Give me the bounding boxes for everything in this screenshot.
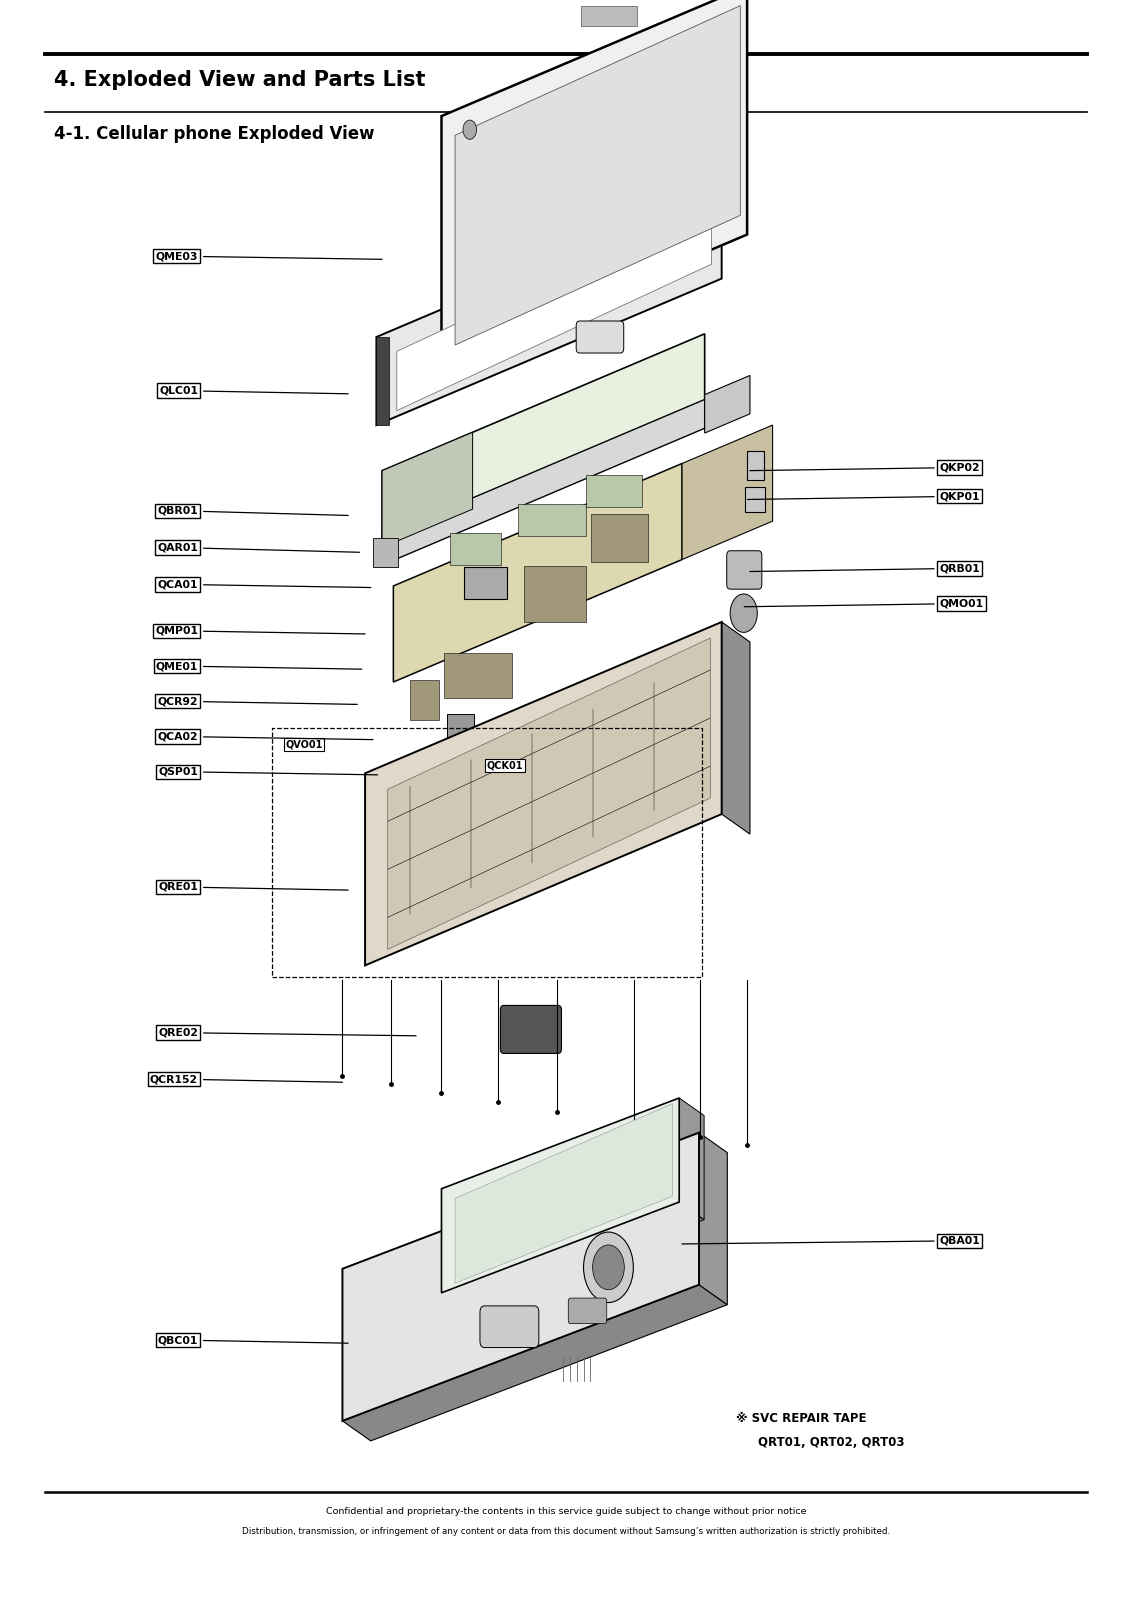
FancyBboxPatch shape [568, 1298, 607, 1324]
Text: QAR01: QAR01 [157, 543, 360, 552]
Text: Distribution, transmission, or infringement of any content or data from this doc: Distribution, transmission, or infringem… [242, 1527, 890, 1537]
Text: Confidential and proprietary-the contents in this service guide subject to chang: Confidential and proprietary-the content… [326, 1507, 806, 1516]
Polygon shape [365, 621, 722, 965]
Text: QRE01: QRE01 [158, 882, 349, 892]
Text: QRT01, QRT02, QRT03: QRT01, QRT02, QRT03 [758, 1436, 904, 1449]
Bar [745, 487, 765, 512]
Polygon shape [455, 6, 740, 346]
Text: QCR92: QCR92 [157, 696, 358, 706]
FancyBboxPatch shape [727, 551, 762, 589]
Bar [591, 514, 648, 562]
Circle shape [730, 594, 757, 632]
Text: QKP01: QKP01 [747, 492, 980, 501]
Polygon shape [698, 1132, 727, 1305]
Bar [464, 567, 507, 599]
Polygon shape [376, 336, 388, 424]
Circle shape [463, 120, 477, 139]
Text: ※ SVC REPAIR TAPE: ※ SVC REPAIR TAPE [736, 1412, 866, 1425]
Circle shape [593, 1246, 624, 1290]
Text: QLC01: QLC01 [160, 386, 349, 395]
Text: QBA01: QBA01 [681, 1236, 980, 1246]
Text: QCR152: QCR152 [149, 1074, 343, 1084]
Polygon shape [383, 432, 473, 548]
Bar [410, 680, 438, 720]
Text: 4-1. Cellular phone Exploded View: 4-1. Cellular phone Exploded View [54, 125, 375, 142]
Bar [517, 504, 586, 536]
Polygon shape [722, 621, 749, 834]
Bar [747, 451, 764, 480]
Polygon shape [681, 424, 772, 559]
Bar [374, 538, 398, 567]
Bar [581, 6, 637, 26]
Text: 4. Exploded View and Parts List: 4. Exploded View and Parts List [54, 70, 426, 90]
Text: QCA02: QCA02 [157, 732, 374, 741]
Text: QRB01: QRB01 [749, 564, 980, 573]
Text: QVO01: QVO01 [285, 740, 323, 749]
Polygon shape [441, 1098, 679, 1294]
Polygon shape [679, 1098, 704, 1220]
Text: QMO01: QMO01 [744, 599, 984, 608]
Polygon shape [342, 1132, 698, 1422]
Bar [444, 653, 512, 698]
FancyBboxPatch shape [449, 741, 501, 783]
Polygon shape [441, 1202, 704, 1310]
Text: QSP01: QSP01 [158, 767, 378, 776]
Polygon shape [704, 375, 749, 432]
Text: QBR01: QBR01 [157, 506, 349, 516]
Text: QCK01: QCK01 [487, 760, 523, 770]
Polygon shape [342, 1284, 727, 1441]
Text: QMP01: QMP01 [155, 626, 366, 636]
Polygon shape [383, 399, 704, 565]
Polygon shape [387, 637, 711, 949]
Polygon shape [441, 0, 747, 365]
Polygon shape [397, 205, 711, 410]
Polygon shape [394, 464, 681, 682]
Text: QCA01: QCA01 [157, 580, 371, 589]
Text: QKP02: QKP02 [749, 463, 980, 472]
FancyBboxPatch shape [480, 1306, 539, 1348]
Text: QBC01: QBC01 [157, 1335, 349, 1345]
FancyBboxPatch shape [576, 320, 624, 352]
Text: QRE02: QRE02 [158, 1028, 417, 1037]
Text: QME03: QME03 [155, 251, 383, 261]
FancyBboxPatch shape [500, 1005, 561, 1053]
Polygon shape [383, 333, 704, 548]
Polygon shape [455, 1103, 672, 1284]
Bar [447, 714, 474, 743]
Bar [272, 728, 702, 977]
Bar [586, 475, 643, 508]
Bar [523, 567, 586, 623]
Circle shape [584, 1233, 633, 1303]
Text: QME01: QME01 [156, 661, 362, 671]
Bar [451, 533, 500, 565]
Polygon shape [376, 191, 722, 424]
